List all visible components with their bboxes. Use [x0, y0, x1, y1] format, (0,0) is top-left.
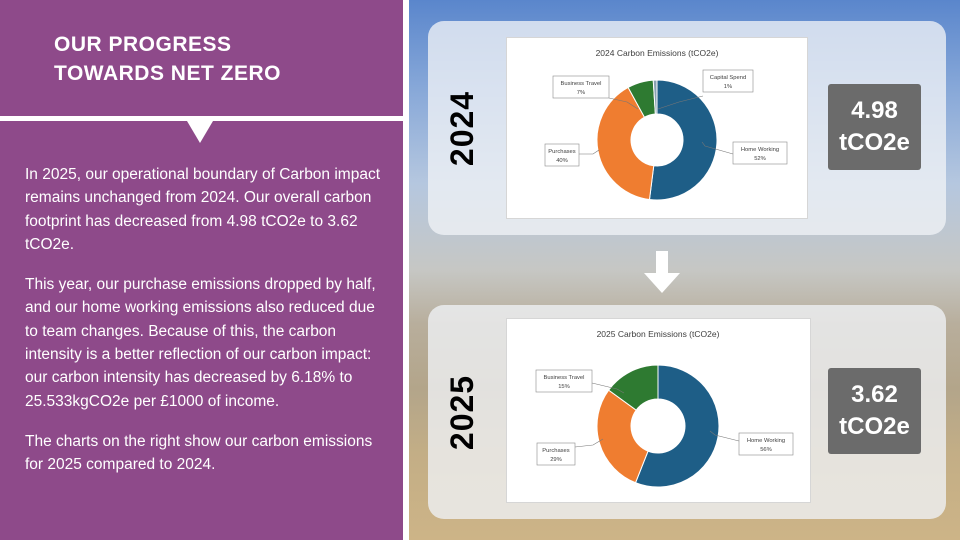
chart-2024-leader-business-travel — [608, 97, 639, 110]
right-image-panel: 2024 2024 Carbon Emissions (tCO2e) Busin… — [409, 0, 960, 540]
chart-2024-cat-business-travel: Business Travel — [561, 81, 602, 87]
title-line-1: OUR PROGRESS — [54, 33, 232, 56]
chart-2025-label-purchases: Purchases 29% — [536, 442, 576, 466]
chart-2025-cat-purchases: Purchases — [542, 448, 569, 454]
chart-2024-leader-purchases — [579, 149, 600, 155]
total-2024-unit: tCO2e — [839, 129, 910, 156]
chart-2024-slices — [596, 79, 718, 201]
chart-2024-label-business-travel: Business Travel 7% — [552, 75, 610, 99]
paragraph-1: In 2025, our operational boundary of Car… — [25, 166, 381, 253]
chart-2025-leader-home-working — [709, 430, 740, 442]
chart-2024-cat-capital-spend: Capital Spend — [710, 75, 746, 81]
chart-2024-cat-purchases: Purchases — [548, 149, 575, 155]
title-divider — [0, 116, 403, 121]
chart-2025-slice-home-working — [634, 364, 720, 488]
paragraph-3: The charts on the right show our carbon … — [25, 432, 373, 474]
total-2025-value: 3.62 — [851, 381, 898, 408]
divider-notch — [187, 121, 213, 143]
chart-2024-slice-home-working — [648, 79, 718, 201]
chart-2024-label-home-working: Home Working 52% — [732, 141, 788, 165]
chart-2025-pct-home-working: 56% — [760, 447, 772, 453]
chart-2024-leader-home-working — [701, 141, 734, 155]
chart-2024-pct-business-travel: 7% — [577, 90, 585, 96]
chart-2024-cat-home-working: Home Working — [741, 147, 779, 153]
chart-2025-pct-purchases: 29% — [550, 457, 562, 463]
chart-2024-svg: 2024 Carbon Emissions (tCO2e) Business T… — [544, 48, 788, 201]
chart-2024: 2024 Carbon Emissions (tCO2e) Business T… — [506, 37, 808, 219]
arrow-down-icon — [644, 251, 680, 293]
year-label-2025: 2025 — [444, 374, 481, 450]
chart-2025-pct-business-travel: 15% — [558, 384, 570, 390]
panel-separator — [403, 0, 409, 540]
chart-2025-leader-business-travel — [591, 382, 625, 394]
chart-2024-pct-purchases: 40% — [556, 158, 568, 164]
chart-2024-label-capital-spend: Capital Spend 1% — [702, 69, 754, 93]
total-2025-badge: 3.62 tCO2e — [828, 368, 921, 454]
chart-2025-label-business-travel: Business Travel 15% — [535, 369, 593, 393]
chart-2025-title: 2025 Carbon Emissions (tCO2e) — [597, 329, 720, 339]
chart-2025-cat-home-working: Home Working — [747, 438, 785, 444]
chart-2025-slices — [596, 364, 720, 488]
chart-2024-title: 2024 Carbon Emissions (tCO2e) — [596, 48, 719, 58]
left-text-panel: OUR PROGRESS TOWARDS NET ZERO In 2025, o… — [0, 0, 403, 540]
chart-2024-pct-home-working: 52% — [754, 156, 766, 162]
total-2025-unit: tCO2e — [839, 413, 910, 440]
year-label-2024: 2024 — [444, 90, 481, 166]
chart-2025-svg: 2025 Carbon Emissions (tCO2e) Business T… — [535, 329, 794, 488]
chart-2025-leader-purchases — [574, 438, 604, 448]
total-2024-badge: 4.98 tCO2e — [828, 84, 921, 170]
chart-2025-label-home-working: Home Working 56% — [738, 432, 794, 456]
total-2024-value: 4.98 — [851, 97, 898, 124]
chart-2024-slice-capital-spend — [652, 79, 658, 115]
chart-2025-cat-business-travel: Business Travel — [544, 375, 585, 381]
chart-2024-leader-capital-spend — [657, 95, 704, 110]
paragraph-2: This year, our purchase emissions droppe… — [25, 276, 376, 410]
body-text: In 2025, our operational boundary of Car… — [25, 163, 385, 494]
chart-2025-slice-business-travel — [607, 364, 659, 411]
page-title: OUR PROGRESS TOWARDS NET ZERO — [54, 30, 281, 88]
chart-2025-slice-purchases — [596, 389, 649, 484]
chart-2024-slice-purchases — [596, 86, 655, 201]
chart-2025: 2025 Carbon Emissions (tCO2e) Business T… — [506, 318, 811, 503]
panel-2025: 2025 2025 Carbon Emissions (tCO2e) Busin… — [428, 305, 946, 519]
title-line-2: TOWARDS NET ZERO — [54, 62, 281, 85]
panel-2024: 2024 2024 Carbon Emissions (tCO2e) Busin… — [428, 21, 946, 235]
chart-2024-pct-capital-spend: 1% — [724, 84, 732, 90]
chart-2024-label-purchases: Purchases 40% — [544, 143, 580, 167]
